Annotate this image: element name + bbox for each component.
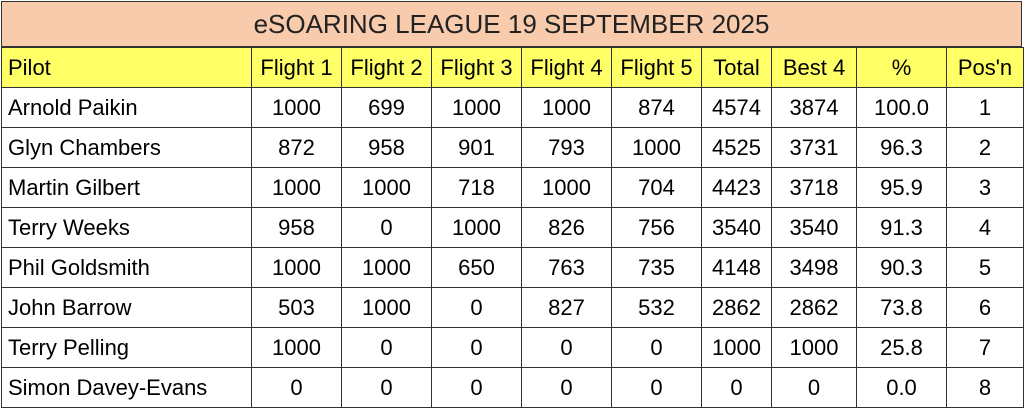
score-cell: 0 [521, 327, 612, 368]
pilot-name: Simon Davey-Evans [1, 367, 252, 408]
score-cell: 3540 [701, 207, 772, 248]
score-cell: 532 [611, 287, 702, 328]
score-cell: 96.3 [856, 127, 947, 168]
score-cell: 3540 [771, 207, 857, 248]
score-cell: 901 [431, 127, 522, 168]
score-cell: 2 [946, 127, 1024, 168]
score-cell: 872 [251, 127, 342, 168]
score-cell: 0 [611, 327, 702, 368]
score-cell: 1000 [341, 167, 432, 208]
score-cell: 1000 [701, 327, 772, 368]
score-cell: 25.8 [856, 327, 947, 368]
score-cell: 4 [946, 207, 1024, 248]
score-cell: 958 [341, 127, 432, 168]
pilot-name: Arnold Paikin [1, 87, 252, 128]
score-cell: 3874 [771, 87, 857, 128]
score-cell: 3498 [771, 247, 857, 288]
score-cell: 3731 [771, 127, 857, 168]
pilot-name: Martin Gilbert [1, 167, 252, 208]
score-cell: 0 [341, 207, 432, 248]
score-cell: 3718 [771, 167, 857, 208]
score-cell: 1000 [611, 127, 702, 168]
score-cell: 763 [521, 247, 612, 288]
score-cell: 0 [701, 367, 772, 408]
score-cell: 1 [946, 87, 1024, 128]
pilot-name: John Barrow [1, 287, 252, 328]
score-cell: 5 [946, 247, 1024, 288]
score-cell: 95.9 [856, 167, 947, 208]
score-cell: 793 [521, 127, 612, 168]
score-cell: 699 [341, 87, 432, 128]
score-cell: 827 [521, 287, 612, 328]
pilot-name: Terry Weeks [1, 207, 252, 248]
score-cell: 4148 [701, 247, 772, 288]
score-cell: 735 [611, 247, 702, 288]
score-cell: 1000 [341, 247, 432, 288]
header-cell: Flight 1 [251, 47, 342, 88]
score-cell: 503 [251, 287, 342, 328]
score-cell: 1000 [251, 167, 342, 208]
header-cell: Flight 3 [431, 47, 522, 88]
score-cell: 0 [341, 327, 432, 368]
score-cell: 1000 [431, 207, 522, 248]
score-cell: 6 [946, 287, 1024, 328]
score-cell: 0 [431, 287, 522, 328]
score-cell: 0 [611, 367, 702, 408]
score-cell: 7 [946, 327, 1024, 368]
header-cell: Flight 5 [611, 47, 702, 88]
score-cell: 4423 [701, 167, 772, 208]
score-cell: 0 [341, 367, 432, 408]
score-cell: 0 [431, 327, 522, 368]
score-cell: 1000 [341, 287, 432, 328]
score-cell: 8 [946, 367, 1024, 408]
score-cell: 826 [521, 207, 612, 248]
score-cell: 73.8 [856, 287, 947, 328]
header-cell: % [856, 47, 947, 88]
score-cell: 3 [946, 167, 1024, 208]
header-cell: Flight 4 [521, 47, 612, 88]
score-cell: 0 [431, 367, 522, 408]
score-cell: 0.0 [856, 367, 947, 408]
score-cell: 2862 [771, 287, 857, 328]
score-cell: 1000 [521, 167, 612, 208]
score-cell: 100.0 [856, 87, 947, 128]
score-cell: 650 [431, 247, 522, 288]
score-cell: 4574 [701, 87, 772, 128]
score-cell: 704 [611, 167, 702, 208]
score-cell: 1000 [251, 327, 342, 368]
pilot-name: Terry Pelling [1, 327, 252, 368]
pilot-name: Glyn Chambers [1, 127, 252, 168]
pilot-name: Phil Goldsmith [1, 247, 252, 288]
header-cell: Pos'n [946, 47, 1024, 88]
score-cell: 91.3 [856, 207, 947, 248]
score-cell: 958 [251, 207, 342, 248]
score-cell: 718 [431, 167, 522, 208]
score-cell: 90.3 [856, 247, 947, 288]
header-cell: Flight 2 [341, 47, 432, 88]
score-cell: 0 [521, 367, 612, 408]
score-cell: 1000 [251, 247, 342, 288]
score-cell: 1000 [771, 327, 857, 368]
score-cell: 1000 [521, 87, 612, 128]
score-cell: 874 [611, 87, 702, 128]
header-cell: Total [701, 47, 772, 88]
header-cell: Pilot [1, 47, 252, 88]
score-cell: 756 [611, 207, 702, 248]
score-cell: 4525 [701, 127, 772, 168]
score-cell: 0 [771, 367, 857, 408]
table-title: eSOARING LEAGUE 19 SEPTEMBER 2025 [1, 1, 1022, 47]
header-cell: Best 4 [771, 47, 857, 88]
score-cell: 1000 [251, 87, 342, 128]
score-cell: 0 [251, 367, 342, 408]
score-cell: 2862 [701, 287, 772, 328]
score-cell: 1000 [431, 87, 522, 128]
